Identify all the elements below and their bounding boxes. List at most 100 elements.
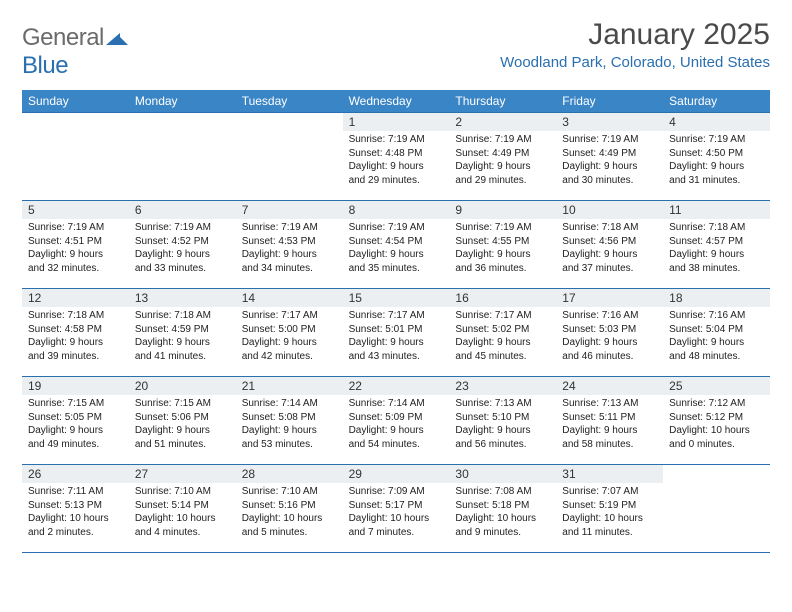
day-number: 24	[556, 377, 663, 395]
location: Woodland Park, Colorado, United States	[500, 54, 770, 71]
calendar-cell: 6Sunrise: 7:19 AMSunset: 4:52 PMDaylight…	[129, 200, 236, 288]
day-info: Sunrise: 7:18 AMSunset: 4:57 PMDaylight:…	[663, 219, 770, 281]
day-number: 28	[236, 465, 343, 483]
calendar-cell: 3Sunrise: 7:19 AMSunset: 4:49 PMDaylight…	[556, 112, 663, 200]
logo-text: GeneralBlue	[22, 24, 128, 80]
day-info: Sunrise: 7:18 AMSunset: 4:58 PMDaylight:…	[22, 307, 129, 369]
day-info: Sunrise: 7:19 AMSunset: 4:50 PMDaylight:…	[663, 131, 770, 193]
logo-mark-icon	[106, 24, 128, 52]
day-info: Sunrise: 7:11 AMSunset: 5:13 PMDaylight:…	[22, 483, 129, 545]
day-number: 20	[129, 377, 236, 395]
calendar-cell: 10Sunrise: 7:18 AMSunset: 4:56 PMDayligh…	[556, 200, 663, 288]
calendar-cell: 21Sunrise: 7:14 AMSunset: 5:08 PMDayligh…	[236, 376, 343, 464]
calendar-cell: 22Sunrise: 7:14 AMSunset: 5:09 PMDayligh…	[343, 376, 450, 464]
day-number: 27	[129, 465, 236, 483]
calendar-cell: 1Sunrise: 7:19 AMSunset: 4:48 PMDaylight…	[343, 112, 450, 200]
calendar-cell: 30Sunrise: 7:08 AMSunset: 5:18 PMDayligh…	[449, 464, 556, 552]
day-info: Sunrise: 7:16 AMSunset: 5:03 PMDaylight:…	[556, 307, 663, 369]
day-number: 15	[343, 289, 450, 307]
calendar-cell	[129, 112, 236, 200]
day-info: Sunrise: 7:19 AMSunset: 4:55 PMDaylight:…	[449, 219, 556, 281]
calendar-cell: 19Sunrise: 7:15 AMSunset: 5:05 PMDayligh…	[22, 376, 129, 464]
day-number: 17	[556, 289, 663, 307]
calendar-cell: 20Sunrise: 7:15 AMSunset: 5:06 PMDayligh…	[129, 376, 236, 464]
day-number: 7	[236, 201, 343, 219]
calendar-cell: 26Sunrise: 7:11 AMSunset: 5:13 PMDayligh…	[22, 464, 129, 552]
day-number: 12	[22, 289, 129, 307]
day-number: 8	[343, 201, 450, 219]
calendar-cell: 14Sunrise: 7:17 AMSunset: 5:00 PMDayligh…	[236, 288, 343, 376]
weekday-header: Friday	[556, 90, 663, 112]
day-number: 26	[22, 465, 129, 483]
day-info: Sunrise: 7:09 AMSunset: 5:17 PMDaylight:…	[343, 483, 450, 545]
logo-part2: Blue	[22, 52, 68, 79]
title-block: January 2025 Woodland Park, Colorado, Un…	[500, 18, 770, 71]
weekday-header-row: SundayMondayTuesdayWednesdayThursdayFrid…	[22, 90, 770, 112]
weekday-header: Sunday	[22, 90, 129, 112]
day-number: 18	[663, 289, 770, 307]
day-number: 14	[236, 289, 343, 307]
day-info: Sunrise: 7:15 AMSunset: 5:06 PMDaylight:…	[129, 395, 236, 457]
day-number: 22	[343, 377, 450, 395]
day-number: 29	[343, 465, 450, 483]
calendar-cell: 27Sunrise: 7:10 AMSunset: 5:14 PMDayligh…	[129, 464, 236, 552]
day-info: Sunrise: 7:19 AMSunset: 4:53 PMDaylight:…	[236, 219, 343, 281]
day-number: 23	[449, 377, 556, 395]
logo-part1: General	[22, 24, 104, 51]
calendar: SundayMondayTuesdayWednesdayThursdayFrid…	[22, 90, 770, 553]
day-info: Sunrise: 7:13 AMSunset: 5:11 PMDaylight:…	[556, 395, 663, 457]
day-info: Sunrise: 7:17 AMSunset: 5:02 PMDaylight:…	[449, 307, 556, 369]
calendar-cell: 15Sunrise: 7:17 AMSunset: 5:01 PMDayligh…	[343, 288, 450, 376]
day-info: Sunrise: 7:16 AMSunset: 5:04 PMDaylight:…	[663, 307, 770, 369]
day-number: 10	[556, 201, 663, 219]
calendar-cell: 28Sunrise: 7:10 AMSunset: 5:16 PMDayligh…	[236, 464, 343, 552]
calendar-cell	[22, 112, 129, 200]
header: GeneralBlue January 2025 Woodland Park, …	[22, 18, 770, 80]
day-number: 4	[663, 113, 770, 131]
calendar-cell: 9Sunrise: 7:19 AMSunset: 4:55 PMDaylight…	[449, 200, 556, 288]
calendar-page: GeneralBlue January 2025 Woodland Park, …	[0, 0, 792, 571]
day-number: 5	[22, 201, 129, 219]
weekday-header: Monday	[129, 90, 236, 112]
day-number: 3	[556, 113, 663, 131]
day-info: Sunrise: 7:12 AMSunset: 5:12 PMDaylight:…	[663, 395, 770, 457]
day-info: Sunrise: 7:14 AMSunset: 5:09 PMDaylight:…	[343, 395, 450, 457]
calendar-cell: 25Sunrise: 7:12 AMSunset: 5:12 PMDayligh…	[663, 376, 770, 464]
calendar-cell	[663, 464, 770, 552]
day-info: Sunrise: 7:17 AMSunset: 5:00 PMDaylight:…	[236, 307, 343, 369]
calendar-cell: 23Sunrise: 7:13 AMSunset: 5:10 PMDayligh…	[449, 376, 556, 464]
month-title: January 2025	[500, 18, 770, 52]
calendar-cell: 24Sunrise: 7:13 AMSunset: 5:11 PMDayligh…	[556, 376, 663, 464]
day-info: Sunrise: 7:07 AMSunset: 5:19 PMDaylight:…	[556, 483, 663, 545]
day-info: Sunrise: 7:10 AMSunset: 5:16 PMDaylight:…	[236, 483, 343, 545]
calendar-cell: 2Sunrise: 7:19 AMSunset: 4:49 PMDaylight…	[449, 112, 556, 200]
day-number: 31	[556, 465, 663, 483]
day-number: 21	[236, 377, 343, 395]
day-info: Sunrise: 7:19 AMSunset: 4:51 PMDaylight:…	[22, 219, 129, 281]
day-info: Sunrise: 7:19 AMSunset: 4:54 PMDaylight:…	[343, 219, 450, 281]
calendar-cell: 17Sunrise: 7:16 AMSunset: 5:03 PMDayligh…	[556, 288, 663, 376]
weekday-header: Thursday	[449, 90, 556, 112]
day-number: 11	[663, 201, 770, 219]
calendar-cell: 18Sunrise: 7:16 AMSunset: 5:04 PMDayligh…	[663, 288, 770, 376]
calendar-cell: 7Sunrise: 7:19 AMSunset: 4:53 PMDaylight…	[236, 200, 343, 288]
day-info: Sunrise: 7:10 AMSunset: 5:14 PMDaylight:…	[129, 483, 236, 545]
calendar-cell: 13Sunrise: 7:18 AMSunset: 4:59 PMDayligh…	[129, 288, 236, 376]
day-number: 9	[449, 201, 556, 219]
calendar-cell: 31Sunrise: 7:07 AMSunset: 5:19 PMDayligh…	[556, 464, 663, 552]
day-info: Sunrise: 7:19 AMSunset: 4:48 PMDaylight:…	[343, 131, 450, 193]
logo: GeneralBlue	[22, 24, 128, 80]
day-info: Sunrise: 7:18 AMSunset: 4:56 PMDaylight:…	[556, 219, 663, 281]
day-number: 30	[449, 465, 556, 483]
day-info: Sunrise: 7:19 AMSunset: 4:49 PMDaylight:…	[556, 131, 663, 193]
calendar-cell: 16Sunrise: 7:17 AMSunset: 5:02 PMDayligh…	[449, 288, 556, 376]
day-info: Sunrise: 7:14 AMSunset: 5:08 PMDaylight:…	[236, 395, 343, 457]
day-number: 13	[129, 289, 236, 307]
day-number: 6	[129, 201, 236, 219]
calendar-cell: 11Sunrise: 7:18 AMSunset: 4:57 PMDayligh…	[663, 200, 770, 288]
day-info: Sunrise: 7:08 AMSunset: 5:18 PMDaylight:…	[449, 483, 556, 545]
day-info: Sunrise: 7:19 AMSunset: 4:52 PMDaylight:…	[129, 219, 236, 281]
calendar-cell: 4Sunrise: 7:19 AMSunset: 4:50 PMDaylight…	[663, 112, 770, 200]
day-info: Sunrise: 7:13 AMSunset: 5:10 PMDaylight:…	[449, 395, 556, 457]
day-info: Sunrise: 7:19 AMSunset: 4:49 PMDaylight:…	[449, 131, 556, 193]
